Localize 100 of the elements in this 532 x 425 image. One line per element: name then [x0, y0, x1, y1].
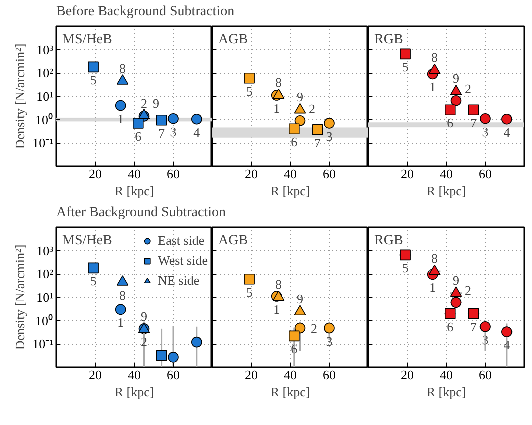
- x-axis-title: R [kpc]: [114, 184, 154, 198]
- annotation: 7: [158, 126, 166, 141]
- annotation: 8: [432, 50, 438, 66]
- point: [480, 322, 491, 332]
- annotation: 9: [141, 309, 148, 324]
- x-tick-label: 20: [245, 166, 258, 182]
- legend-label: East side: [158, 233, 205, 249]
- annotation: 5: [246, 284, 253, 300]
- chart-title: RGB: [374, 234, 404, 248]
- x-tick-label: 20: [89, 166, 102, 182]
- point: [115, 100, 126, 112]
- chart-title: RGB: [374, 32, 404, 48]
- legend-label: West side: [158, 253, 208, 269]
- point: [468, 308, 480, 320]
- y-tick-label: 10²: [36, 66, 54, 81]
- x-tick-label: 20: [401, 368, 414, 382]
- x-tick-label: 20: [401, 166, 414, 182]
- point: [244, 72, 255, 84]
- point: [324, 118, 335, 129]
- annotation: 2: [141, 96, 148, 111]
- point: [468, 104, 480, 116]
- annotation: 8: [120, 288, 126, 303]
- point: [168, 113, 179, 124]
- point: [294, 305, 306, 316]
- annotation: 2: [465, 283, 472, 298]
- chart-subtitle: Before Background Subtraction: [56, 4, 235, 20]
- annotation: 7: [314, 135, 322, 150]
- x-tick-label: 40: [284, 368, 297, 382]
- point: [450, 297, 462, 308]
- annotation: 4: [194, 124, 201, 140]
- annotation: 4: [504, 338, 511, 353]
- annotation: 8: [276, 75, 282, 90]
- y-tick-label: 10¹: [36, 290, 54, 305]
- annotation: 8: [432, 251, 438, 266]
- x-tick-label: 40: [128, 368, 141, 382]
- y-tick-label: 10⁻¹: [32, 336, 54, 352]
- annotation: 6: [135, 128, 142, 144]
- point: [192, 114, 202, 125]
- y-tick-label: 10¹: [36, 89, 54, 104]
- annotation: 2: [311, 320, 318, 336]
- x-tick-label: 60: [323, 166, 336, 182]
- x-tick-label: 20: [89, 368, 102, 382]
- annotation: 3: [170, 124, 177, 140]
- point: [156, 114, 168, 126]
- y-tick-label: 10⁻¹: [32, 136, 54, 151]
- x-axis-title: R [kpc]: [270, 384, 310, 400]
- annotation: 9: [453, 272, 460, 288]
- point: [428, 264, 441, 276]
- x-tick-label: 40: [440, 166, 453, 182]
- annotation: 3: [326, 334, 333, 349]
- annotation: 9: [297, 291, 304, 306]
- chart-title: MS/HeB: [62, 32, 112, 48]
- point: [289, 330, 300, 342]
- annotation: 3: [482, 124, 489, 140]
- point: [502, 114, 512, 125]
- annotation: 5: [402, 60, 409, 75]
- point: [272, 88, 285, 100]
- annotation: 2: [309, 101, 316, 116]
- point: [324, 322, 335, 334]
- point: [294, 103, 306, 114]
- annotation: 3: [326, 128, 333, 144]
- annotation: 2: [465, 81, 472, 96]
- annotation: 5: [402, 260, 409, 276]
- annotation: 1: [430, 280, 436, 296]
- annotation: 8: [276, 277, 282, 292]
- annotation: 6: [447, 116, 454, 131]
- annotation: 1: [274, 101, 280, 116]
- point: [192, 336, 202, 348]
- point: [168, 352, 179, 363]
- point: [502, 326, 512, 338]
- x-axis-title: R [kpc]: [426, 384, 466, 400]
- x-tick-label: 40: [440, 368, 453, 382]
- x-tick-label: 60: [479, 166, 492, 182]
- point: [133, 118, 144, 129]
- chart-title: MS/HeB: [62, 234, 112, 248]
- y-tick-label: 10³: [36, 243, 54, 258]
- y-tick-label: 10³: [36, 42, 54, 58]
- annotation: 3: [482, 332, 489, 348]
- point: [400, 250, 411, 261]
- point: [312, 124, 324, 136]
- annotation: 7: [470, 319, 478, 334]
- chart-title: AGB: [218, 32, 248, 48]
- point: [289, 124, 300, 135]
- annotation: 1: [118, 111, 124, 126]
- annotation: 7: [470, 116, 478, 131]
- x-tick-label: 40: [284, 166, 297, 182]
- point: [294, 116, 306, 126]
- annotation: 5: [90, 72, 97, 88]
- x-axis-title: R [kpc]: [426, 184, 466, 198]
- point: [116, 276, 129, 286]
- chart-subtitle: After Background Subtraction: [56, 206, 226, 220]
- annotation: 1: [118, 315, 124, 330]
- point: [450, 286, 462, 297]
- point: [272, 290, 285, 302]
- point: [450, 95, 462, 106]
- point: [480, 113, 491, 124]
- annotation: 2: [141, 334, 148, 350]
- annotation: 5: [246, 84, 253, 99]
- annotation: 6: [291, 134, 298, 150]
- point: [244, 274, 255, 285]
